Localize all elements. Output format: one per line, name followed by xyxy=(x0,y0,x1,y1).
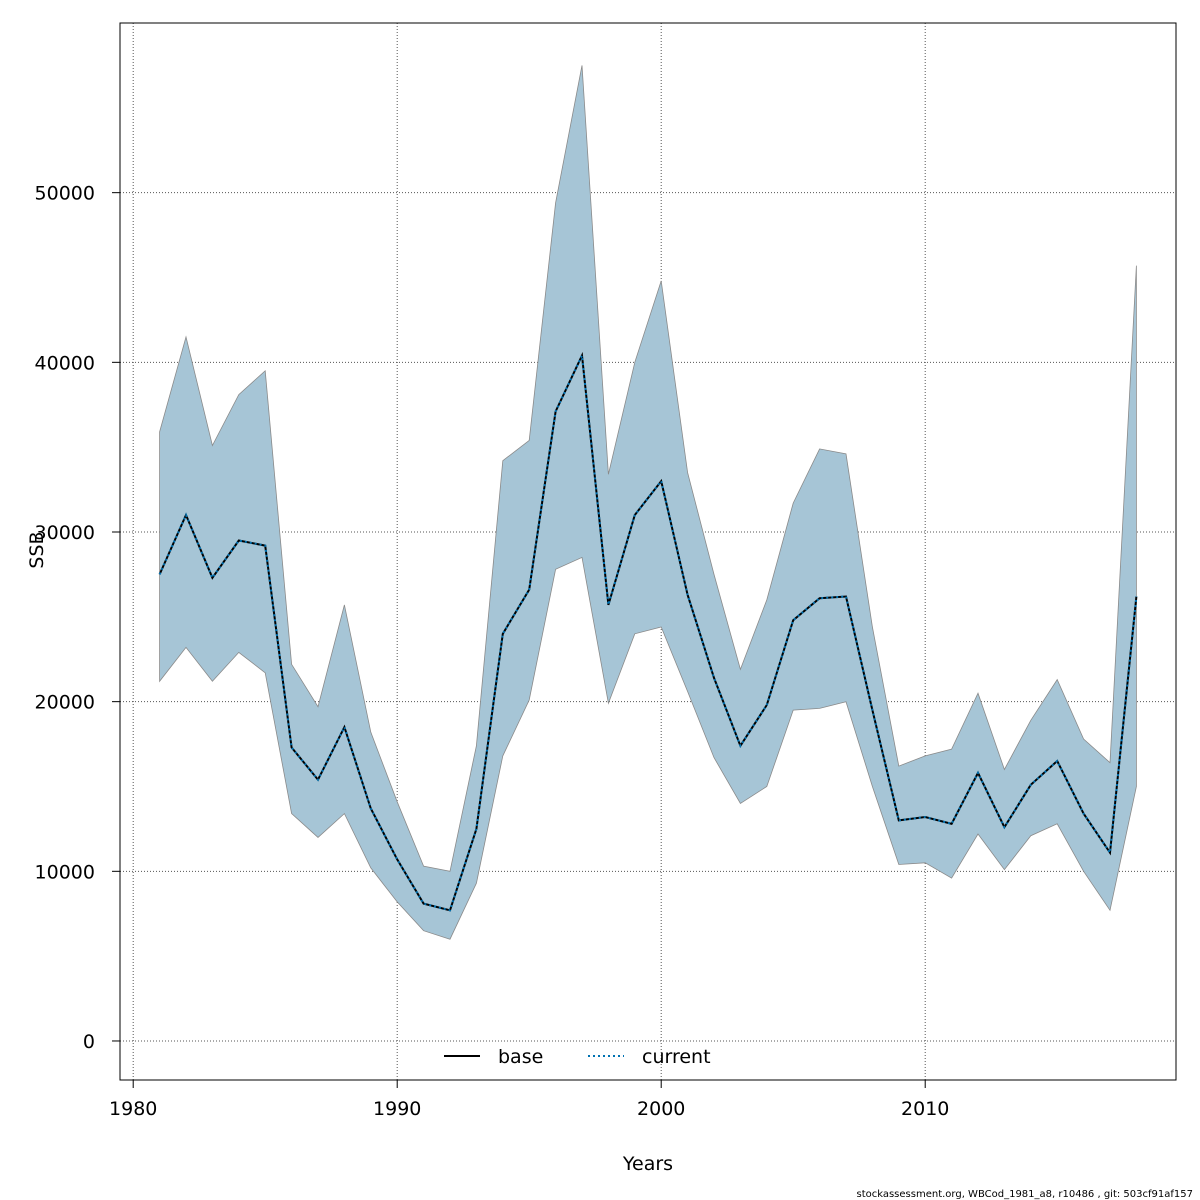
series-line-current xyxy=(158,351,1138,912)
x-tick-label: 2000 xyxy=(637,1098,685,1120)
y-tick-label: 10000 xyxy=(35,861,95,883)
x-axis: 1980 1990 2000 2010 xyxy=(109,1080,949,1120)
y-tick-label: 40000 xyxy=(35,352,95,374)
y-tick-label: 50000 xyxy=(35,183,95,205)
x-tick-label: 1980 xyxy=(109,1098,157,1120)
y-tick-label: 20000 xyxy=(35,692,95,714)
footnote: stockassessment.org, WBCod_1981_a8, r104… xyxy=(856,1189,1193,1200)
legend-current-label: current xyxy=(642,1046,711,1068)
x-axis-title: Years xyxy=(622,1153,673,1175)
x-tick-label: 1990 xyxy=(373,1098,421,1120)
confidence-band-layer xyxy=(159,65,1137,940)
y-axis-title: SSB xyxy=(26,531,48,568)
series-layer xyxy=(158,351,1138,912)
x-tick-label: 2010 xyxy=(901,1098,949,1120)
y-tick-label: 0 xyxy=(83,1031,95,1053)
confidence-band xyxy=(159,65,1137,940)
y-axis: 0 10000 20000 30000 40000 50000 xyxy=(35,183,120,1053)
legend-base-label: base xyxy=(498,1046,543,1068)
plot-frame xyxy=(119,22,1177,1081)
y-tick-label: 30000 xyxy=(35,522,95,544)
legend: base current xyxy=(444,1046,711,1068)
